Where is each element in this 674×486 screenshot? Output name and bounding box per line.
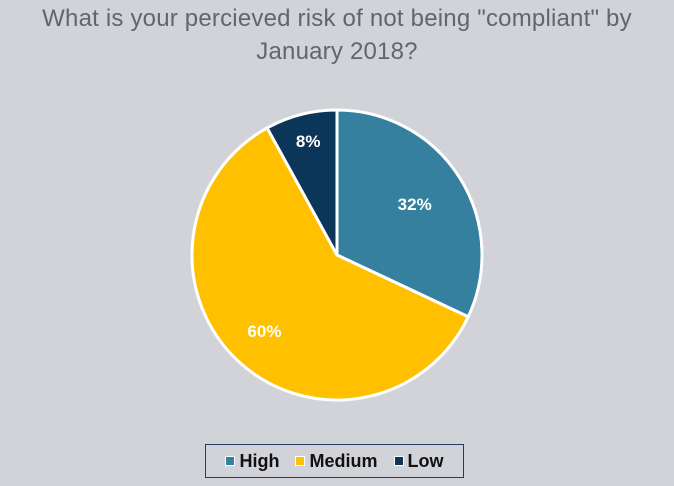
chart-title-line-2: January 2018? xyxy=(256,38,418,65)
chart-legend: High Medium Low xyxy=(205,444,464,478)
pie-slice-high xyxy=(335,108,484,319)
legend-swatch-medium xyxy=(295,456,306,466)
pie-slice-low xyxy=(265,108,339,257)
legend-item-medium: Medium xyxy=(295,451,378,471)
chart-title: What is your percieved risk of not being… xyxy=(0,2,674,68)
legend-item-high: High xyxy=(225,451,279,471)
pie-label-low: 8% xyxy=(296,132,321,151)
pie-slice-medium xyxy=(190,126,470,402)
legend-swatch-high xyxy=(225,456,236,466)
legend-label-medium: Medium xyxy=(309,451,378,471)
legend-label-high: High xyxy=(239,451,280,471)
chart-title-line-1: What is your percieved risk of not being… xyxy=(42,5,632,32)
legend-item-low: Low xyxy=(393,451,444,471)
pie-label-high: 32% xyxy=(398,195,432,214)
pie-data-labels: 32% 60% 8% xyxy=(247,132,431,341)
pie-slices xyxy=(190,108,484,402)
legend-swatch-low xyxy=(393,456,404,466)
pie-label-medium: 60% xyxy=(247,322,281,341)
legend-label-low: Low xyxy=(407,451,444,471)
